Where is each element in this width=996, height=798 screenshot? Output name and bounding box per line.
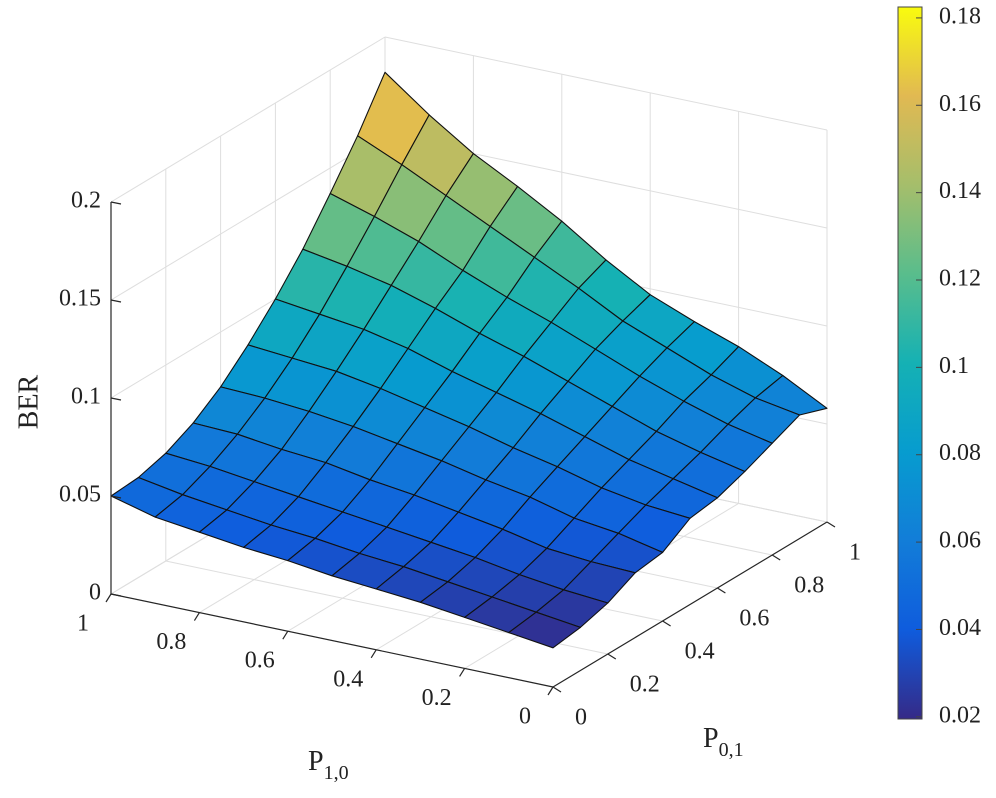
x-tick-label: 0.2 xyxy=(422,685,452,711)
y-tick-mark xyxy=(552,686,562,693)
y-axis-line xyxy=(552,521,828,688)
y-tick-label: 0 xyxy=(575,705,587,731)
colorbar-ramp xyxy=(897,6,923,720)
tick-labels: 00.20.40.60.8100.20.40.60.8100.050.10.15… xyxy=(59,188,861,731)
colorbar-tick-label: 0.08 xyxy=(939,440,981,466)
z-axis-label: BER xyxy=(13,374,44,429)
x-axis-label-sub: 1,0 xyxy=(324,762,349,784)
colorbar-tick-label: 0.04 xyxy=(939,615,981,641)
y-tick-mark xyxy=(826,521,836,528)
y-tick-mark xyxy=(771,554,781,561)
x-tick-label: 0.4 xyxy=(333,666,363,692)
y-tick-label: 0.8 xyxy=(794,573,824,599)
colorbar: 0.02 0.04 0.06 0.08 0.1 0.12 0.14 0.16 0.18 xyxy=(897,3,981,728)
x-tick-mark xyxy=(370,649,377,659)
y-axis-label: P0,1 xyxy=(703,723,744,761)
grid-line-wall-x-z xyxy=(110,134,386,301)
z-tick-label: 0.15 xyxy=(59,286,101,312)
x-tick-mark xyxy=(547,686,554,696)
colorbar-tick-label: 0.18 xyxy=(939,3,981,29)
z-tick-mark xyxy=(110,397,122,401)
z-tick-mark xyxy=(110,495,122,499)
z-tick-label: 0 xyxy=(89,580,101,606)
x-axis-label-main: P xyxy=(308,746,324,777)
grid-line-wall-x-z xyxy=(110,36,386,203)
z-tick-label: 0.1 xyxy=(71,384,101,410)
x-tick-mark xyxy=(282,630,289,640)
axis-lines xyxy=(105,201,836,696)
colorbar-tick-label: 0.12 xyxy=(939,266,981,292)
grid-line-wall-y-z xyxy=(384,36,828,131)
y-tick-label: 1 xyxy=(849,540,861,566)
surface-patch xyxy=(508,611,581,649)
colorbar-tick-label: 0.16 xyxy=(939,91,981,117)
colorbar-tick-label: 0.06 xyxy=(939,528,981,554)
z-tick-mark xyxy=(110,299,122,303)
y-axis-label-sub: 0,1 xyxy=(719,739,744,761)
x-tick-mark xyxy=(105,593,112,603)
x-tick-mark xyxy=(193,612,200,621)
y-axis-label-main: P xyxy=(703,723,719,754)
z-tick-mark xyxy=(110,201,122,205)
z-tick-mark xyxy=(110,593,122,597)
x-tick-label: 0 xyxy=(519,704,531,730)
x-tick-label: 0.6 xyxy=(245,648,275,674)
surface-patches xyxy=(110,71,828,649)
y-tick-mark xyxy=(662,620,671,627)
y-tick-label: 0.4 xyxy=(685,639,715,665)
colorbar-tick-label: 0.14 xyxy=(939,178,981,204)
colorbar-tick-label: 0.1 xyxy=(939,353,969,379)
y-tick-mark xyxy=(717,587,726,594)
y-tick-label: 0.6 xyxy=(739,606,769,632)
x-tick-mark xyxy=(459,668,466,677)
x-tick-label: 1 xyxy=(77,611,89,637)
z-tick-label: 0.2 xyxy=(71,188,101,214)
y-tick-label: 0.2 xyxy=(630,672,660,698)
y-tick-mark xyxy=(607,653,617,660)
colorbar-tick-label: 0.02 xyxy=(939,702,981,728)
z-tick-label: 0.05 xyxy=(59,482,101,508)
x-tick-label: 0.8 xyxy=(156,629,186,655)
x-axis-line xyxy=(110,593,554,688)
x-axis-label: P1,0 xyxy=(308,746,349,784)
